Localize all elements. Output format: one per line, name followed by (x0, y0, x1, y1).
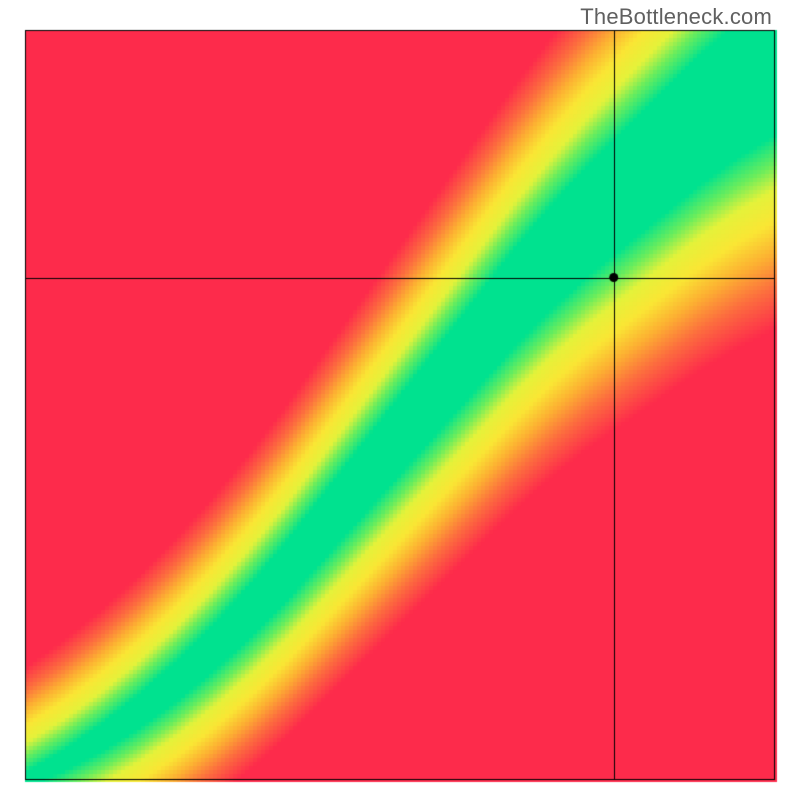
chart-container: TheBottleneck.com (0, 0, 800, 800)
heatmap-canvas (0, 0, 800, 800)
watermark-text: TheBottleneck.com (580, 4, 772, 30)
